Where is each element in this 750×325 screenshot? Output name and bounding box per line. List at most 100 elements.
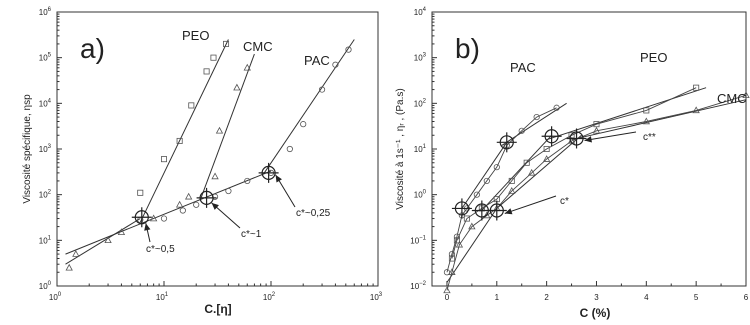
panel-b-ticks: 0 1 2 3 4 5 6 10−2 10−1 100 101 102 103 104 xyxy=(410,7,749,302)
data-point-peo xyxy=(160,156,167,163)
data-point-pac xyxy=(553,104,560,111)
panel-b-data-lines xyxy=(446,87,747,291)
y-tick-label: 100 xyxy=(39,281,52,291)
x-tick-label: 103 xyxy=(370,292,383,302)
panel-b-label: b) xyxy=(455,33,480,64)
transition-marker-2 xyxy=(196,187,217,208)
data-point-peo xyxy=(137,189,144,196)
data-point-cmc xyxy=(642,117,650,125)
data-point-cmc xyxy=(184,192,193,200)
fit-line-semi-dilute xyxy=(65,170,272,255)
fit-line-CMC-fit xyxy=(200,53,255,200)
data-point-peo xyxy=(523,159,530,166)
panel-a-series-label-pac: PAC xyxy=(304,53,330,68)
panel-b-series-label-cmc: CMC xyxy=(717,91,747,106)
data-point-pac xyxy=(211,193,219,200)
data-point-pac xyxy=(225,187,232,195)
panel-a-transitions xyxy=(131,162,279,228)
arrow-c-star-1 xyxy=(211,202,241,229)
data-point-pac xyxy=(483,177,490,185)
data-point-peo xyxy=(543,145,550,152)
fit-line-PAC-fit xyxy=(262,39,355,175)
fit-line-CMC-mid xyxy=(493,134,582,211)
data-point-cmc xyxy=(117,228,126,235)
data-point-pac xyxy=(300,121,307,128)
transition-marker-cstar-3 xyxy=(486,200,507,221)
panel-a-series-label-peo: PEO xyxy=(182,28,209,43)
panel-b-series-label-pac: PAC xyxy=(510,60,536,75)
data-point-peo xyxy=(508,177,515,184)
x-tick-label: 1 xyxy=(495,293,500,302)
x-tick-label: 101 xyxy=(156,292,169,302)
y-tick-label: 104 xyxy=(39,98,52,108)
panel-a-ticks: 100 101 102 103 100 101 102 103 104 105 106 xyxy=(39,7,383,302)
data-point-peo xyxy=(643,107,650,114)
data-point-cmc xyxy=(592,126,601,134)
arrow-c-star-0-5 xyxy=(144,223,151,243)
data-point-pac xyxy=(443,269,451,276)
y-tick-label: 102 xyxy=(39,190,52,200)
data-point-pac xyxy=(244,177,251,185)
fit-line-PEO-mid xyxy=(481,134,552,211)
data-point-cmc xyxy=(65,263,73,271)
fit-line-PEO-upper xyxy=(546,87,707,141)
data-point-cmc xyxy=(443,286,451,294)
data-point-cmc xyxy=(542,155,551,162)
panel-a-points xyxy=(65,40,352,271)
data-point-cmc xyxy=(692,106,700,114)
y-tick-label: 101 xyxy=(39,235,52,245)
x-tick-label: 2 xyxy=(544,293,549,302)
data-point-pac xyxy=(453,233,461,240)
data-point-peo xyxy=(188,102,195,109)
panel-a-label: a) xyxy=(80,33,105,64)
x-tick-label: 3 xyxy=(594,293,599,302)
panel-b-series-label-peo: PEO xyxy=(640,50,667,65)
data-point-cmc xyxy=(508,187,516,194)
data-point-pac xyxy=(193,201,200,208)
fit-line-PAC-mid xyxy=(461,142,508,209)
data-point-cmc xyxy=(742,91,750,98)
data-point-peo xyxy=(203,68,210,75)
y-tick-label: 100 xyxy=(414,190,427,200)
x-tick-label: 6 xyxy=(744,293,749,302)
annotation-c-star-star: c** xyxy=(643,132,656,143)
x-tick-label: 4 xyxy=(644,293,649,302)
data-point-cmc xyxy=(175,200,184,208)
data-point-pac xyxy=(286,145,293,153)
y-tick-label: 10−1 xyxy=(410,235,426,245)
x-tick-label: 100 xyxy=(49,292,62,302)
data-point-peo xyxy=(448,255,455,262)
data-point-peo xyxy=(463,215,470,222)
data-point-pac xyxy=(473,191,480,198)
transition-marker-1 xyxy=(131,207,152,228)
y-tick-label: 105 xyxy=(39,53,52,63)
panel-a-frame xyxy=(56,11,379,287)
panel-a-series-label-cmc: CMC xyxy=(243,39,273,54)
series-line-peo xyxy=(451,87,697,259)
data-point-pac xyxy=(160,215,168,222)
panel-b-fit-lines xyxy=(446,87,747,283)
data-point-peo xyxy=(176,137,183,144)
fit-line-PEO-fit xyxy=(139,39,229,223)
panel-a-x-axis-label: C.[η] xyxy=(204,302,231,316)
fit-line-dilute-common xyxy=(446,208,498,283)
data-point-cmc xyxy=(455,240,464,248)
panel-a-fit-lines xyxy=(65,39,355,265)
panel-a-chart: 100 101 102 103 100 101 102 103 104 105 106 a) C.[… xyxy=(22,7,383,316)
data-point-cmc xyxy=(233,83,241,91)
panel-a-annotations: c*~0,5 c*~1 c*~0,25 xyxy=(144,174,331,255)
y-tick-label: 103 xyxy=(414,53,427,63)
panel-b-points xyxy=(443,84,750,294)
y-tick-label: 101 xyxy=(414,144,427,154)
data-point-pac xyxy=(318,86,326,93)
y-tick-label: 106 xyxy=(39,7,52,17)
data-point-pac xyxy=(179,207,186,214)
fit-line-CMC-upper xyxy=(571,99,747,141)
transition-marker-cstar-1 xyxy=(451,198,472,219)
data-point-pac xyxy=(518,127,525,134)
transition-marker-cstarstar-3 xyxy=(566,128,587,149)
data-point-cmc xyxy=(468,222,476,230)
panel-b-annotations: c* c** xyxy=(504,131,656,215)
annotation-c-star: c* xyxy=(560,196,569,207)
